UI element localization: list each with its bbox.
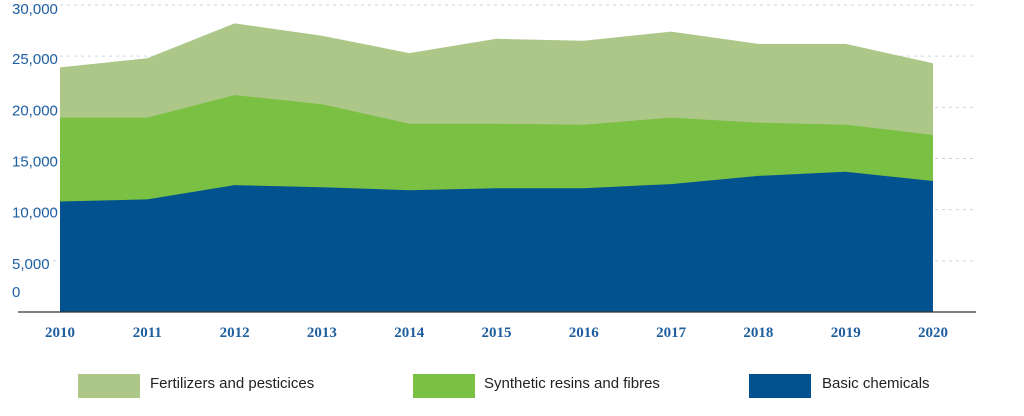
y-tick-label: 30,000 bbox=[12, 1, 58, 18]
x-tick-label: 2016 bbox=[569, 325, 600, 341]
x-tick-label: 2011 bbox=[133, 325, 162, 341]
legend-swatch-fertilizers bbox=[78, 374, 140, 398]
y-tick-label: 5,000 bbox=[12, 256, 50, 273]
legend-label-fertilizers: Fertilizers and pesticices bbox=[150, 375, 314, 392]
x-tick-label: 2015 bbox=[482, 325, 512, 341]
legend-swatch-synthetic bbox=[413, 374, 475, 398]
legend-label-synthetic: Synthetic resins and fibres bbox=[484, 375, 660, 392]
x-tick-label: 2013 bbox=[307, 325, 337, 341]
area-series bbox=[60, 23, 933, 313]
x-tick-label: 2018 bbox=[743, 325, 773, 341]
x-tick-label: 2017 bbox=[656, 325, 687, 341]
x-tick-label: 2020 bbox=[918, 325, 948, 341]
y-tick-label: 25,000 bbox=[12, 51, 58, 68]
x-tick-label: 2012 bbox=[220, 325, 250, 341]
x-tick-label: 2010 bbox=[45, 325, 75, 341]
area-basic-chemicals bbox=[60, 171, 933, 312]
y-tick-label: 20,000 bbox=[12, 102, 58, 119]
x-tick-label: 2014 bbox=[394, 325, 425, 341]
y-tick-label: 10,000 bbox=[12, 205, 58, 222]
legend: Fertilizers and pesticices Synthetic res… bbox=[78, 374, 930, 398]
y-tick-label: 0 bbox=[12, 284, 20, 301]
y-tick-label: 15,000 bbox=[12, 154, 58, 171]
x-axis-ticks: 2010 2011 2012 2013 2014 2015 2016 2017 2018 2019… bbox=[45, 325, 948, 341]
x-tick-label: 2019 bbox=[831, 325, 861, 341]
legend-label-basic: Basic chemicals bbox=[822, 375, 930, 392]
y-axis-ticks: 30,000 25,000 20,000 15,000 10,000 5,000 0 bbox=[12, 1, 58, 301]
legend-swatch-basic bbox=[749, 374, 811, 398]
